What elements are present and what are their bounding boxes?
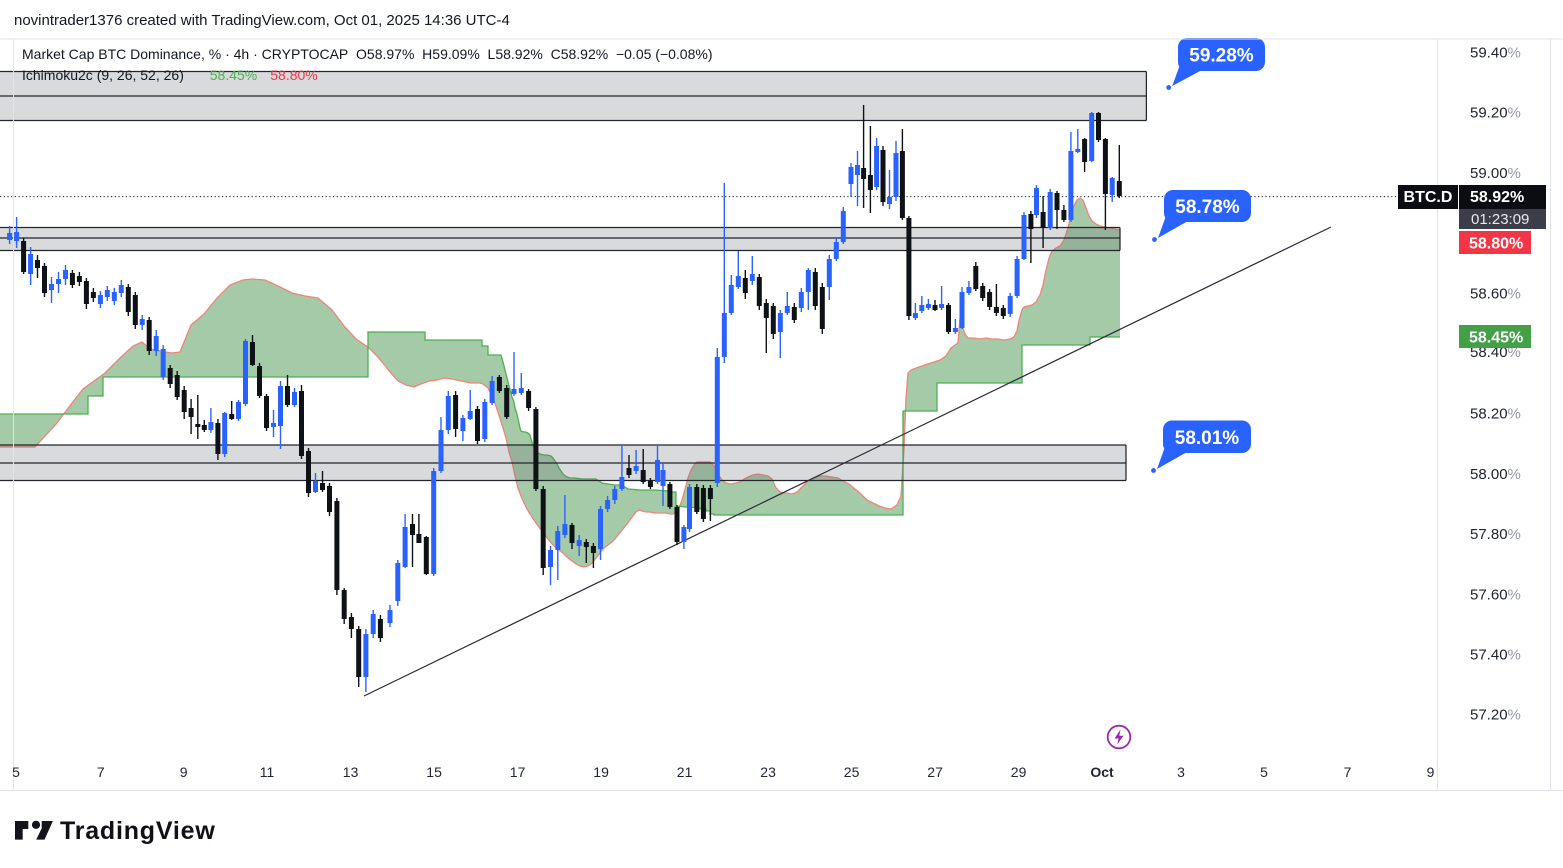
svg-text:Oct: Oct	[1090, 764, 1114, 780]
svg-text:13: 13	[343, 764, 359, 780]
svg-text:59.00%: 59.00%	[1470, 165, 1521, 182]
svg-text:58.80%: 58.80%	[1469, 236, 1523, 253]
svg-text:59.40%: 59.40%	[1470, 45, 1521, 62]
svg-text:15: 15	[426, 764, 442, 780]
svg-text:59.28%: 59.28%	[1189, 46, 1254, 67]
svg-text:9: 9	[1427, 764, 1435, 780]
svg-text:3: 3	[1177, 764, 1185, 780]
svg-text:17: 17	[510, 764, 526, 780]
svg-text:58.45%: 58.45%	[1469, 330, 1523, 347]
svg-text:TradingView: TradingView	[60, 817, 216, 845]
svg-text:Ichimoku2c (9, 26, 52, 26) 58.: Ichimoku2c (9, 26, 52, 26) 58.45% 58.80%	[22, 67, 318, 83]
svg-text:58.20%: 58.20%	[1470, 406, 1521, 423]
svg-text:29: 29	[1011, 764, 1027, 780]
svg-text:58.78%: 58.78%	[1175, 197, 1240, 218]
svg-text:5: 5	[1260, 764, 1268, 780]
svg-text:11: 11	[260, 764, 275, 780]
svg-text:58.60%: 58.60%	[1470, 285, 1521, 302]
svg-text:01:23:09: 01:23:09	[1471, 211, 1529, 228]
svg-text:21: 21	[677, 764, 693, 780]
svg-text:58.00%: 58.00%	[1470, 466, 1521, 483]
svg-text:25: 25	[844, 764, 860, 780]
svg-text:7: 7	[97, 764, 105, 780]
svg-text:58.01%: 58.01%	[1175, 428, 1240, 449]
svg-text:Market Cap BTC Dominance, % ·: Market Cap BTC Dominance, % · 4h · CRYPT…	[22, 46, 712, 62]
svg-text:58.40%: 58.40%	[1470, 344, 1521, 361]
svg-text:57.80%: 57.80%	[1470, 526, 1521, 543]
svg-text:59.20%: 59.20%	[1470, 105, 1521, 122]
svg-text:19: 19	[593, 764, 609, 780]
svg-text:57.40%: 57.40%	[1470, 647, 1521, 664]
svg-text:5: 5	[12, 764, 20, 780]
svg-text:7: 7	[1344, 764, 1352, 780]
svg-text:23: 23	[760, 764, 776, 780]
svg-text:27: 27	[927, 764, 943, 780]
svg-text:57.60%: 57.60%	[1470, 586, 1521, 603]
svg-text:58.92%: 58.92%	[1470, 189, 1524, 206]
svg-text:novintrader1376 created with T: novintrader1376 created with TradingView…	[14, 12, 510, 29]
svg-text:9: 9	[180, 764, 188, 780]
svg-text:BTC.D: BTC.D	[1404, 189, 1453, 206]
svg-text:57.20%: 57.20%	[1470, 707, 1521, 724]
